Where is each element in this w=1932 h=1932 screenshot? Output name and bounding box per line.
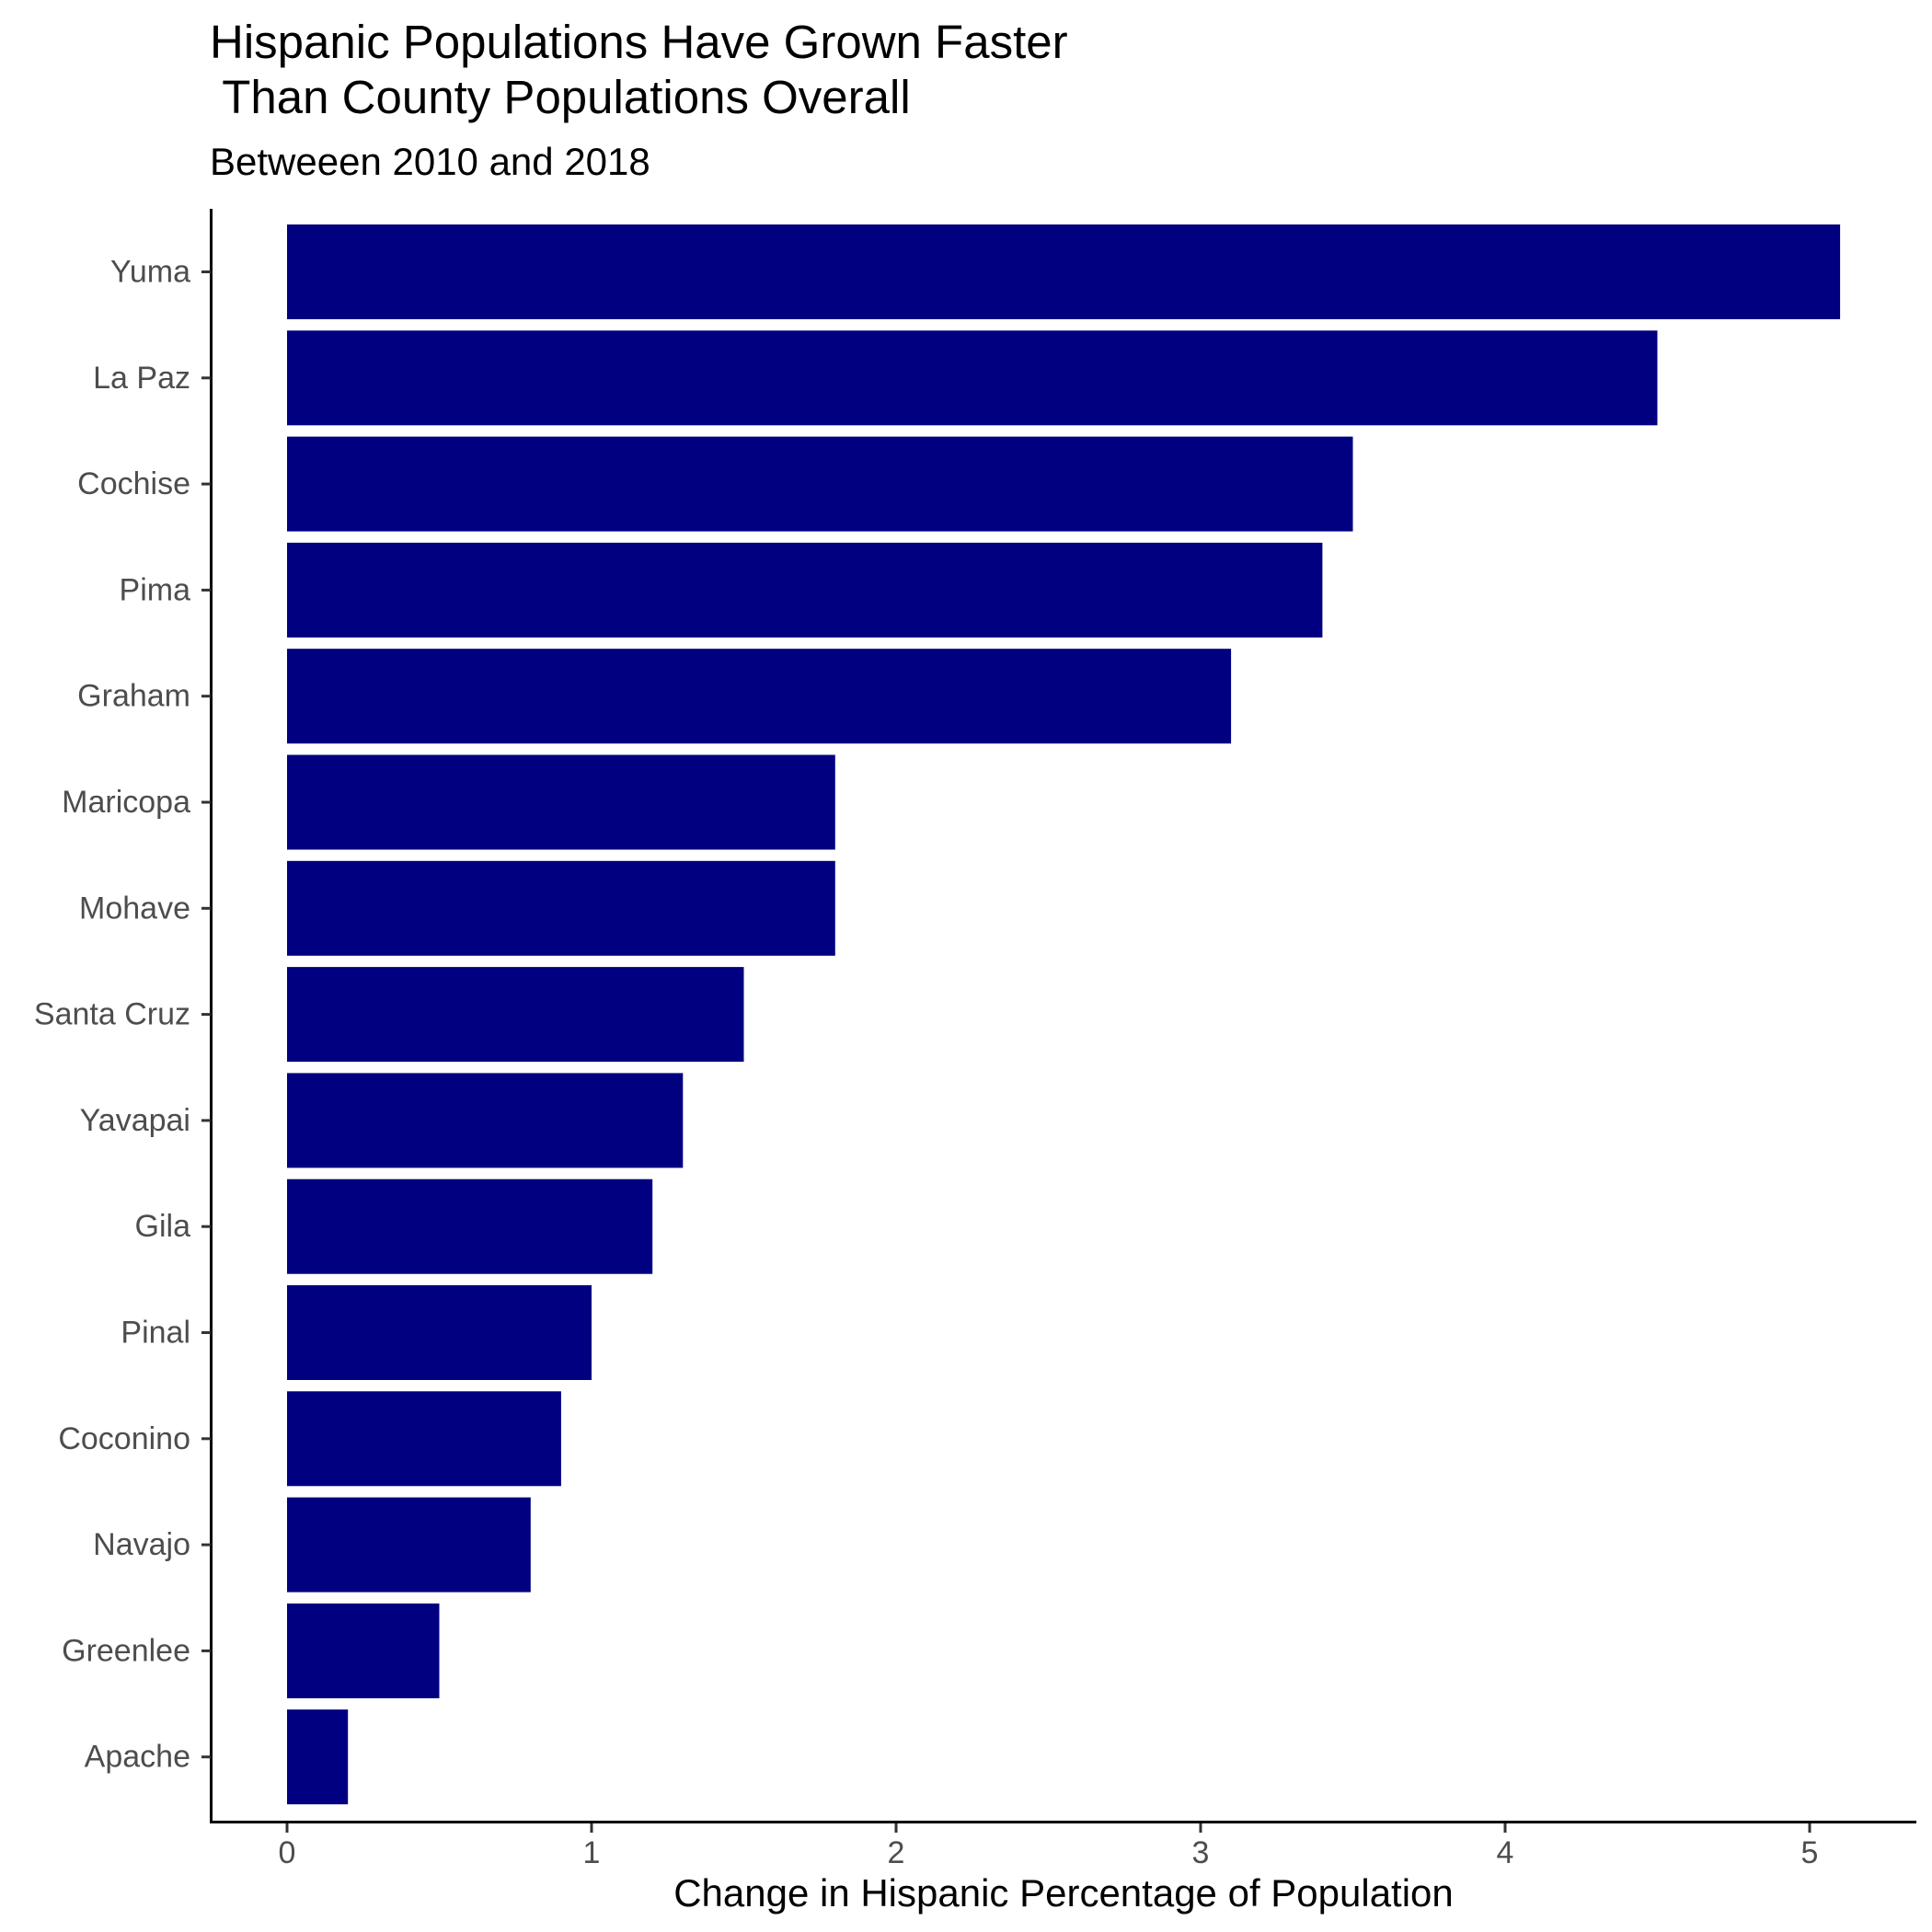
bar-graham [287,649,1232,744]
y-tick-label: Maricopa [62,785,190,820]
x-tick-label: 2 [888,1835,905,1870]
bar-maricopa [287,754,835,850]
y-tick-label: Mohave [79,891,190,926]
x-axis-title: Change in Hispanic Percentage of Populat… [673,1871,1454,1915]
bar-cochise [287,436,1353,532]
y-tick-label: Navajo [93,1527,190,1562]
y-axis: Yuma La Paz Cochise Pima Graham Maricopa Mohav… [34,209,213,1823]
bars-group [287,224,1841,1805]
bar-greenlee [287,1603,440,1698]
y-tick-label: Pima [120,572,191,607]
y-tick-label: Coconino [58,1421,190,1456]
bar-gila [287,1179,653,1274]
x-ticks: 0 1 2 3 4 5 [279,1823,1819,1870]
chart-title: Hispanic Populations Have Grown Faster T… [210,16,1068,123]
bar-pinal [287,1285,592,1380]
y-tick-label: Cochise [77,466,190,501]
y-tick-label: La Paz [93,361,190,396]
bar-coconino [287,1391,561,1487]
y-tick-label: Graham [77,679,190,714]
bar-la-paz [287,330,1658,426]
x-tick-label: 0 [279,1835,296,1870]
x-tick-label: 1 [583,1835,601,1870]
x-axis: 0 1 2 3 4 5 [210,1821,1916,1870]
bar-yavapai [287,1073,684,1168]
y-tick-label: Yavapai [80,1103,190,1138]
bar-pima [287,542,1323,638]
bar-mohave [287,860,835,956]
chart-subtitle: Betweeen 2010 and 2018 [210,140,650,183]
y-tick-label: Yuma [110,255,190,290]
y-tick-label: Greenlee [62,1633,190,1668]
x-tick-label: 4 [1497,1835,1514,1870]
y-tick-label: Gila [135,1209,191,1244]
y-tick-label: Pinal [121,1316,190,1351]
x-tick-label: 3 [1192,1835,1210,1870]
bar-santa-cruz [287,967,744,1063]
bar-navajo [287,1497,531,1593]
y-tick-label: Santa Cruz [34,997,190,1032]
x-tick-label: 5 [1801,1835,1819,1870]
y-tick-label: Apache [85,1740,190,1775]
bar-yuma [287,224,1841,319]
bar-apache [287,1709,349,1805]
y-ticks: Yuma La Paz Cochise Pima Graham Maricopa Mohav… [34,255,211,1775]
